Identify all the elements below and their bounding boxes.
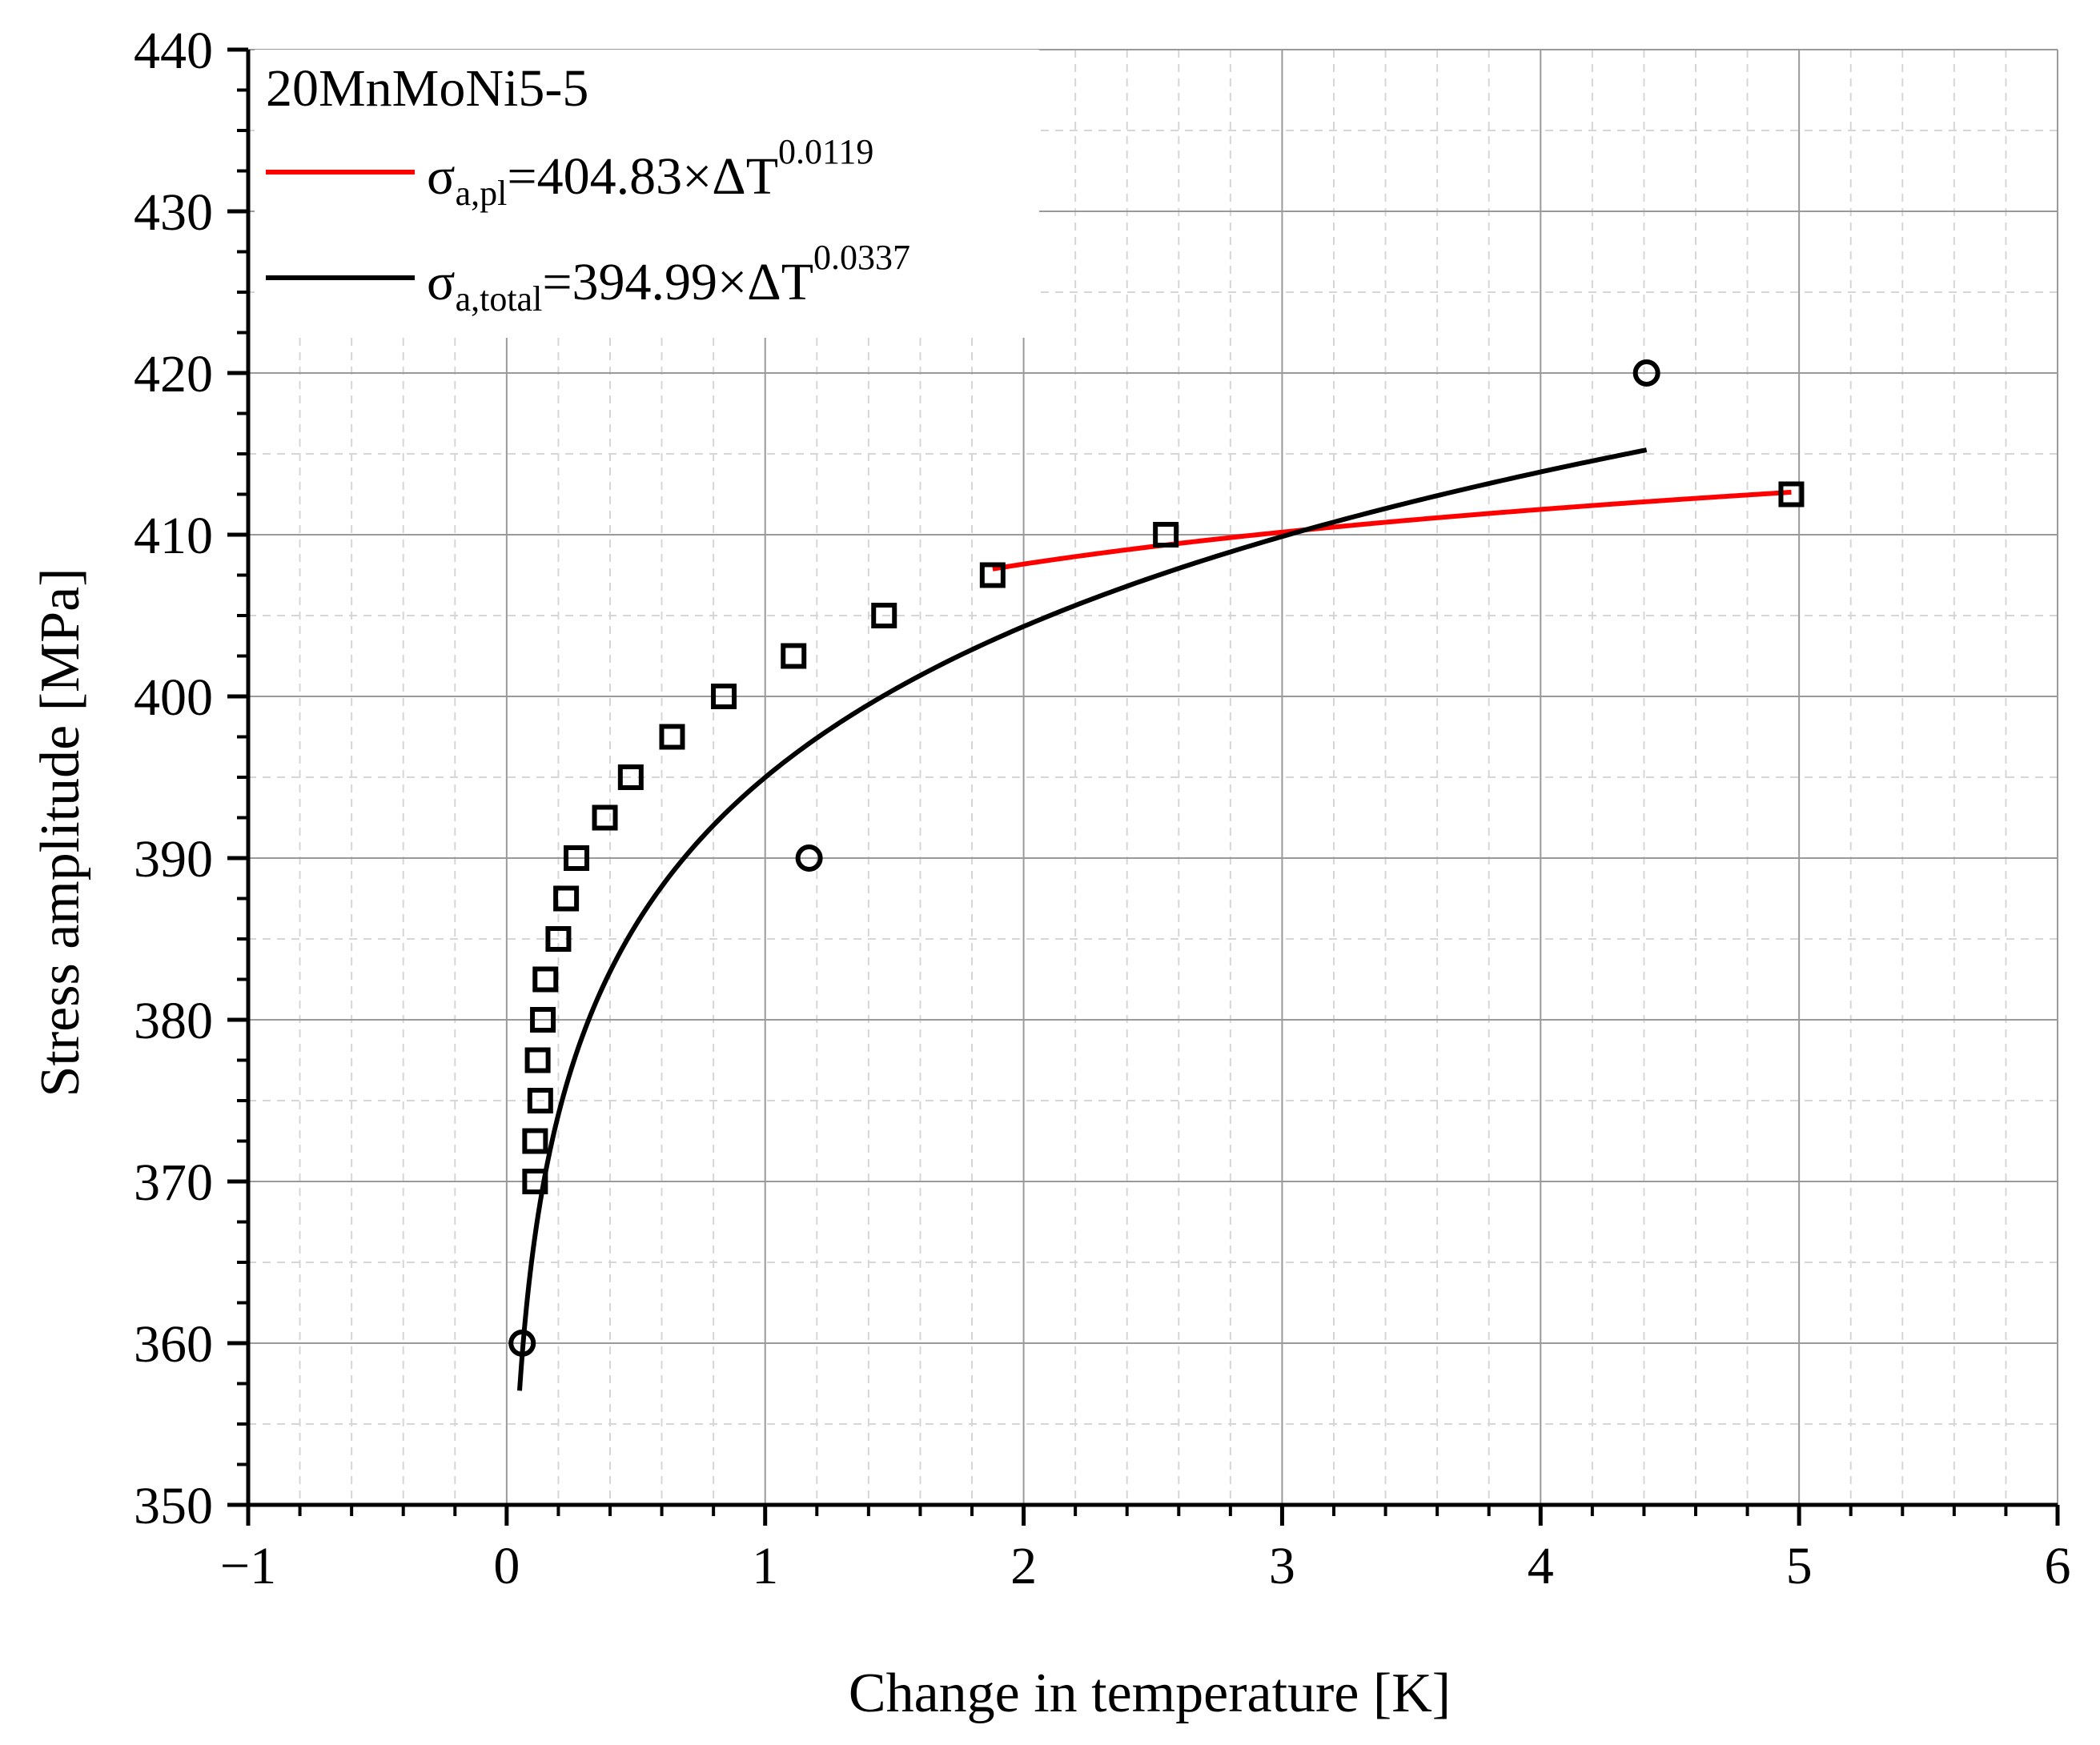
legend-total-subscript: a,total [456, 279, 543, 319]
axes [227, 47, 2060, 1526]
data-markers [508, 359, 1805, 1357]
square-marker [524, 1047, 551, 1073]
legend-plastic-exponent: 0.0119 [778, 132, 873, 171]
square-marker [781, 643, 807, 669]
y-tick-label: 430 [134, 183, 213, 242]
legend: 20MnMoNi5-5 σa,pl=404.83×ΔT0.0119 σa,tot… [255, 50, 1039, 338]
y-tick-label: 410 [134, 507, 213, 565]
legend-plastic-equation: =404.83×ΔT [507, 147, 778, 206]
legend-total-exponent: 0.0337 [813, 238, 910, 277]
square-marker [617, 764, 644, 790]
x-tick-labels: −1 0 1 2 3 4 5 6 [220, 1537, 2071, 1595]
square-marker [659, 724, 685, 750]
x-tick-label: −1 [220, 1537, 276, 1595]
square-marker [1153, 522, 1179, 548]
fit-curve-plastic [992, 489, 1792, 572]
x-tick-label: 0 [493, 1537, 520, 1595]
y-tick-label: 420 [134, 345, 213, 403]
square-marker [1778, 481, 1805, 507]
legend-plastic-subscript: a,pl [456, 174, 508, 213]
square-marker [522, 1128, 548, 1154]
y-axis-title: Stress amplitude [MPa] [30, 568, 91, 1097]
fit-curve-total [517, 447, 1648, 1391]
y-tick-labels: 350 360 370 380 390 400 410 420 430 440 [134, 22, 213, 1535]
square-marker [522, 1169, 548, 1194]
fit-lines [517, 447, 1792, 1391]
y-tick-label: 390 [134, 830, 213, 889]
square-marker [553, 885, 580, 912]
x-tick-label: 2 [1010, 1537, 1037, 1595]
x-tick-label: 4 [1528, 1537, 1554, 1595]
y-tick-label: 350 [134, 1477, 213, 1535]
legend-total-equation: =394.99×ΔT [542, 253, 813, 311]
circle-marker [1632, 359, 1660, 387]
y-tick-label: 370 [134, 1153, 213, 1212]
y-tick-label: 440 [134, 22, 213, 80]
legend-total-sigma: σ [427, 253, 456, 311]
y-tick-label: 360 [134, 1315, 213, 1374]
legend-background [255, 50, 1039, 338]
y-tick-label: 380 [134, 992, 213, 1050]
circle-marker [508, 1330, 536, 1357]
legend-label-total: σa,total=394.99×ΔT0.0337 [427, 238, 910, 319]
square-marker [871, 603, 897, 628]
square-marker [532, 966, 559, 993]
x-tick-label: 5 [1786, 1537, 1813, 1595]
square-marker [564, 845, 590, 871]
x-tick-label: 3 [1269, 1537, 1295, 1595]
legend-label-plastic: σa,pl=404.83×ΔT0.0119 [427, 132, 873, 213]
circle-marker [795, 844, 823, 872]
legend-title: 20MnMoNi5-5 [266, 59, 588, 118]
x-axis-title: Change in temperature [K] [849, 1663, 1451, 1724]
square-marker [592, 804, 618, 831]
square-marker [545, 926, 572, 952]
square-marker [530, 1007, 556, 1033]
y-tick-label: 400 [134, 668, 213, 727]
square-marker [527, 1088, 553, 1113]
legend-plastic-sigma: σ [427, 147, 456, 206]
square-marker [711, 684, 737, 709]
square-marker [979, 562, 1006, 588]
grid-minor [248, 50, 2058, 1505]
x-tick-label: 6 [2045, 1537, 2071, 1595]
x-tick-label: 1 [752, 1537, 778, 1595]
